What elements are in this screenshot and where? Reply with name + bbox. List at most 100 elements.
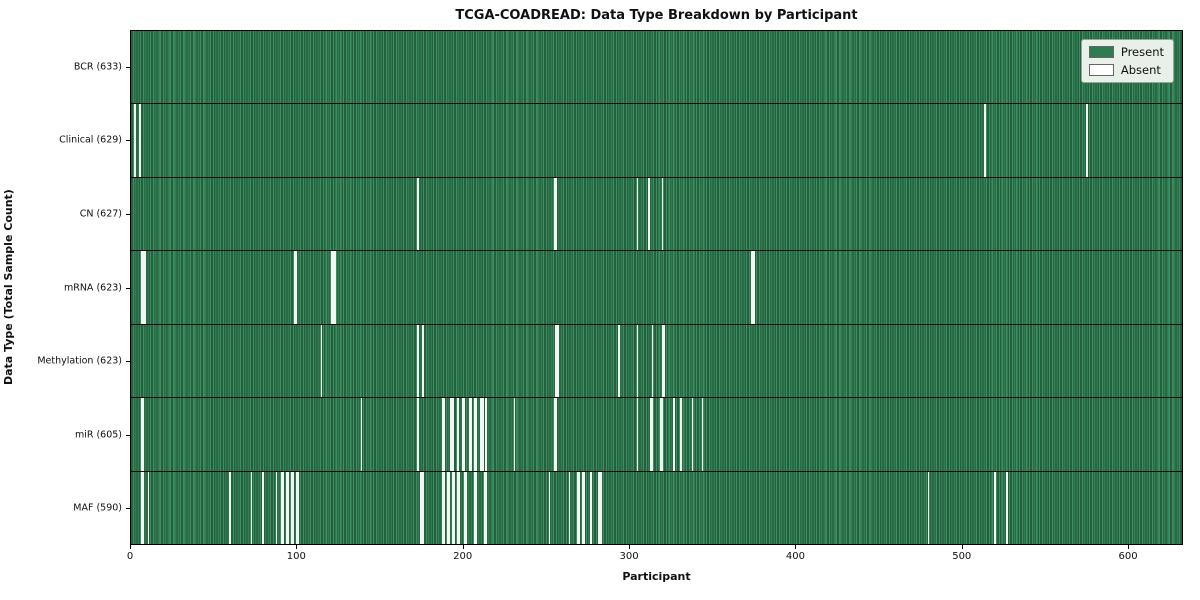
y-tick-label: mRNA (623) xyxy=(63,282,122,293)
absent-stripe xyxy=(1006,471,1008,544)
x-tick-mark xyxy=(130,545,131,549)
absent-stripe xyxy=(417,398,419,471)
absent-stripe xyxy=(140,251,146,324)
present-swatch xyxy=(1088,46,1114,58)
x-tick-label: 100 xyxy=(286,551,306,562)
absent-stripe xyxy=(450,398,454,471)
absent-stripe xyxy=(650,398,654,471)
absent-stripe xyxy=(661,324,665,398)
absent-stripe xyxy=(661,177,664,251)
x-tick-mark xyxy=(462,545,464,549)
legend-label-absent: Absent xyxy=(1120,63,1161,77)
x-tick-label: 400 xyxy=(785,551,805,562)
absent-stripe xyxy=(275,471,278,544)
heatmap-row-clinical xyxy=(131,103,1182,177)
y-tick-mark xyxy=(126,508,130,510)
absent-stripe xyxy=(462,398,466,471)
absent-stripe xyxy=(457,398,459,471)
x-tick-mark xyxy=(629,545,631,549)
absent-stripe xyxy=(679,398,682,471)
absent-stripe xyxy=(673,398,675,471)
y-tick-mark xyxy=(126,66,130,68)
absent-stripe xyxy=(420,471,424,544)
heatmap-row-cn xyxy=(131,176,1182,251)
y-tick-mark xyxy=(126,140,130,142)
absent-swatch xyxy=(1088,64,1114,76)
absent-stripe xyxy=(751,251,755,324)
y-tick-mark xyxy=(126,213,130,215)
absent-stripe xyxy=(553,177,557,251)
absent-stripe xyxy=(994,471,997,544)
absent-stripe xyxy=(485,398,487,471)
absent-stripe xyxy=(280,471,285,544)
absent-stripe xyxy=(984,104,987,177)
heatmap-row-methylation xyxy=(131,323,1182,398)
x-axis-label: Participant xyxy=(622,570,691,583)
absent-stripe xyxy=(295,471,299,544)
y-tick-label: Clinical (629) xyxy=(59,134,122,146)
heatmap-row-maf xyxy=(131,470,1182,544)
x-tick-mark xyxy=(795,545,797,549)
x-tick-mark xyxy=(961,545,963,549)
absent-stripe xyxy=(250,471,253,544)
x-tick-mark xyxy=(296,545,298,549)
heatmap-row-mrna xyxy=(131,250,1182,324)
absent-stripe xyxy=(553,398,557,471)
x-tick-label: 500 xyxy=(952,551,972,562)
absent-stripe xyxy=(463,471,467,544)
absent-stripe xyxy=(618,324,621,398)
x-tick-mark xyxy=(1128,545,1130,549)
absent-stripe xyxy=(422,324,424,398)
absent-stripe xyxy=(548,471,551,544)
legend: Present Absent xyxy=(1080,39,1174,83)
absent-stripe xyxy=(417,324,419,398)
absent-stripe xyxy=(1085,104,1088,177)
absent-stripe xyxy=(320,324,323,398)
absent-stripe xyxy=(417,177,419,251)
absent-stripe xyxy=(452,471,456,544)
absent-stripe xyxy=(701,398,704,471)
heatmap-row-bcr xyxy=(131,31,1182,104)
heatmap-row-mir xyxy=(131,397,1182,471)
y-tick-label: miR (605) xyxy=(74,429,122,441)
absent-stripe xyxy=(473,398,477,471)
absent-stripe xyxy=(636,324,639,398)
absent-stripe xyxy=(290,471,294,544)
absent-stripe xyxy=(483,471,487,544)
y-tick-label: Methylation (623) xyxy=(37,355,122,367)
absent-stripe xyxy=(262,471,265,544)
absent-stripe xyxy=(442,471,446,544)
absent-stripe xyxy=(651,324,654,398)
absent-stripe xyxy=(140,398,145,471)
absent-stripe xyxy=(927,471,930,544)
absent-stripe xyxy=(581,471,586,544)
absent-stripe xyxy=(285,471,290,544)
absent-stripe xyxy=(468,398,472,471)
absent-stripe xyxy=(636,177,639,251)
absent-stripe xyxy=(659,398,664,471)
absent-stripe xyxy=(360,398,363,471)
absent-stripe xyxy=(229,471,231,544)
y-tick-mark xyxy=(126,287,130,289)
y-tick-mark xyxy=(126,361,130,363)
absent-stripe xyxy=(598,471,602,544)
absent-stripe xyxy=(555,324,559,398)
absent-stripe xyxy=(568,471,571,544)
absent-stripe xyxy=(473,471,477,544)
absent-stripe xyxy=(294,251,298,324)
absent-stripe xyxy=(139,104,141,177)
plot-area: Present Absent xyxy=(130,30,1183,545)
y-tick-label: MAF (590) xyxy=(73,502,122,514)
y-tick-mark xyxy=(126,434,130,436)
legend-label-present: Present xyxy=(1120,45,1164,59)
chart-title: TCGA-COADREAD: Data Type Breakdown by Pa… xyxy=(455,8,858,23)
y-tick-label: BCR (633) xyxy=(73,61,122,73)
absent-stripe xyxy=(480,398,484,471)
legend-entry-present: Present xyxy=(1088,45,1164,59)
x-tick-label: 600 xyxy=(1118,551,1138,562)
legend-entry-absent: Absent xyxy=(1088,63,1164,77)
absent-stripe xyxy=(576,471,581,544)
x-tick-label: 0 xyxy=(126,551,134,562)
absent-stripe xyxy=(636,398,639,471)
